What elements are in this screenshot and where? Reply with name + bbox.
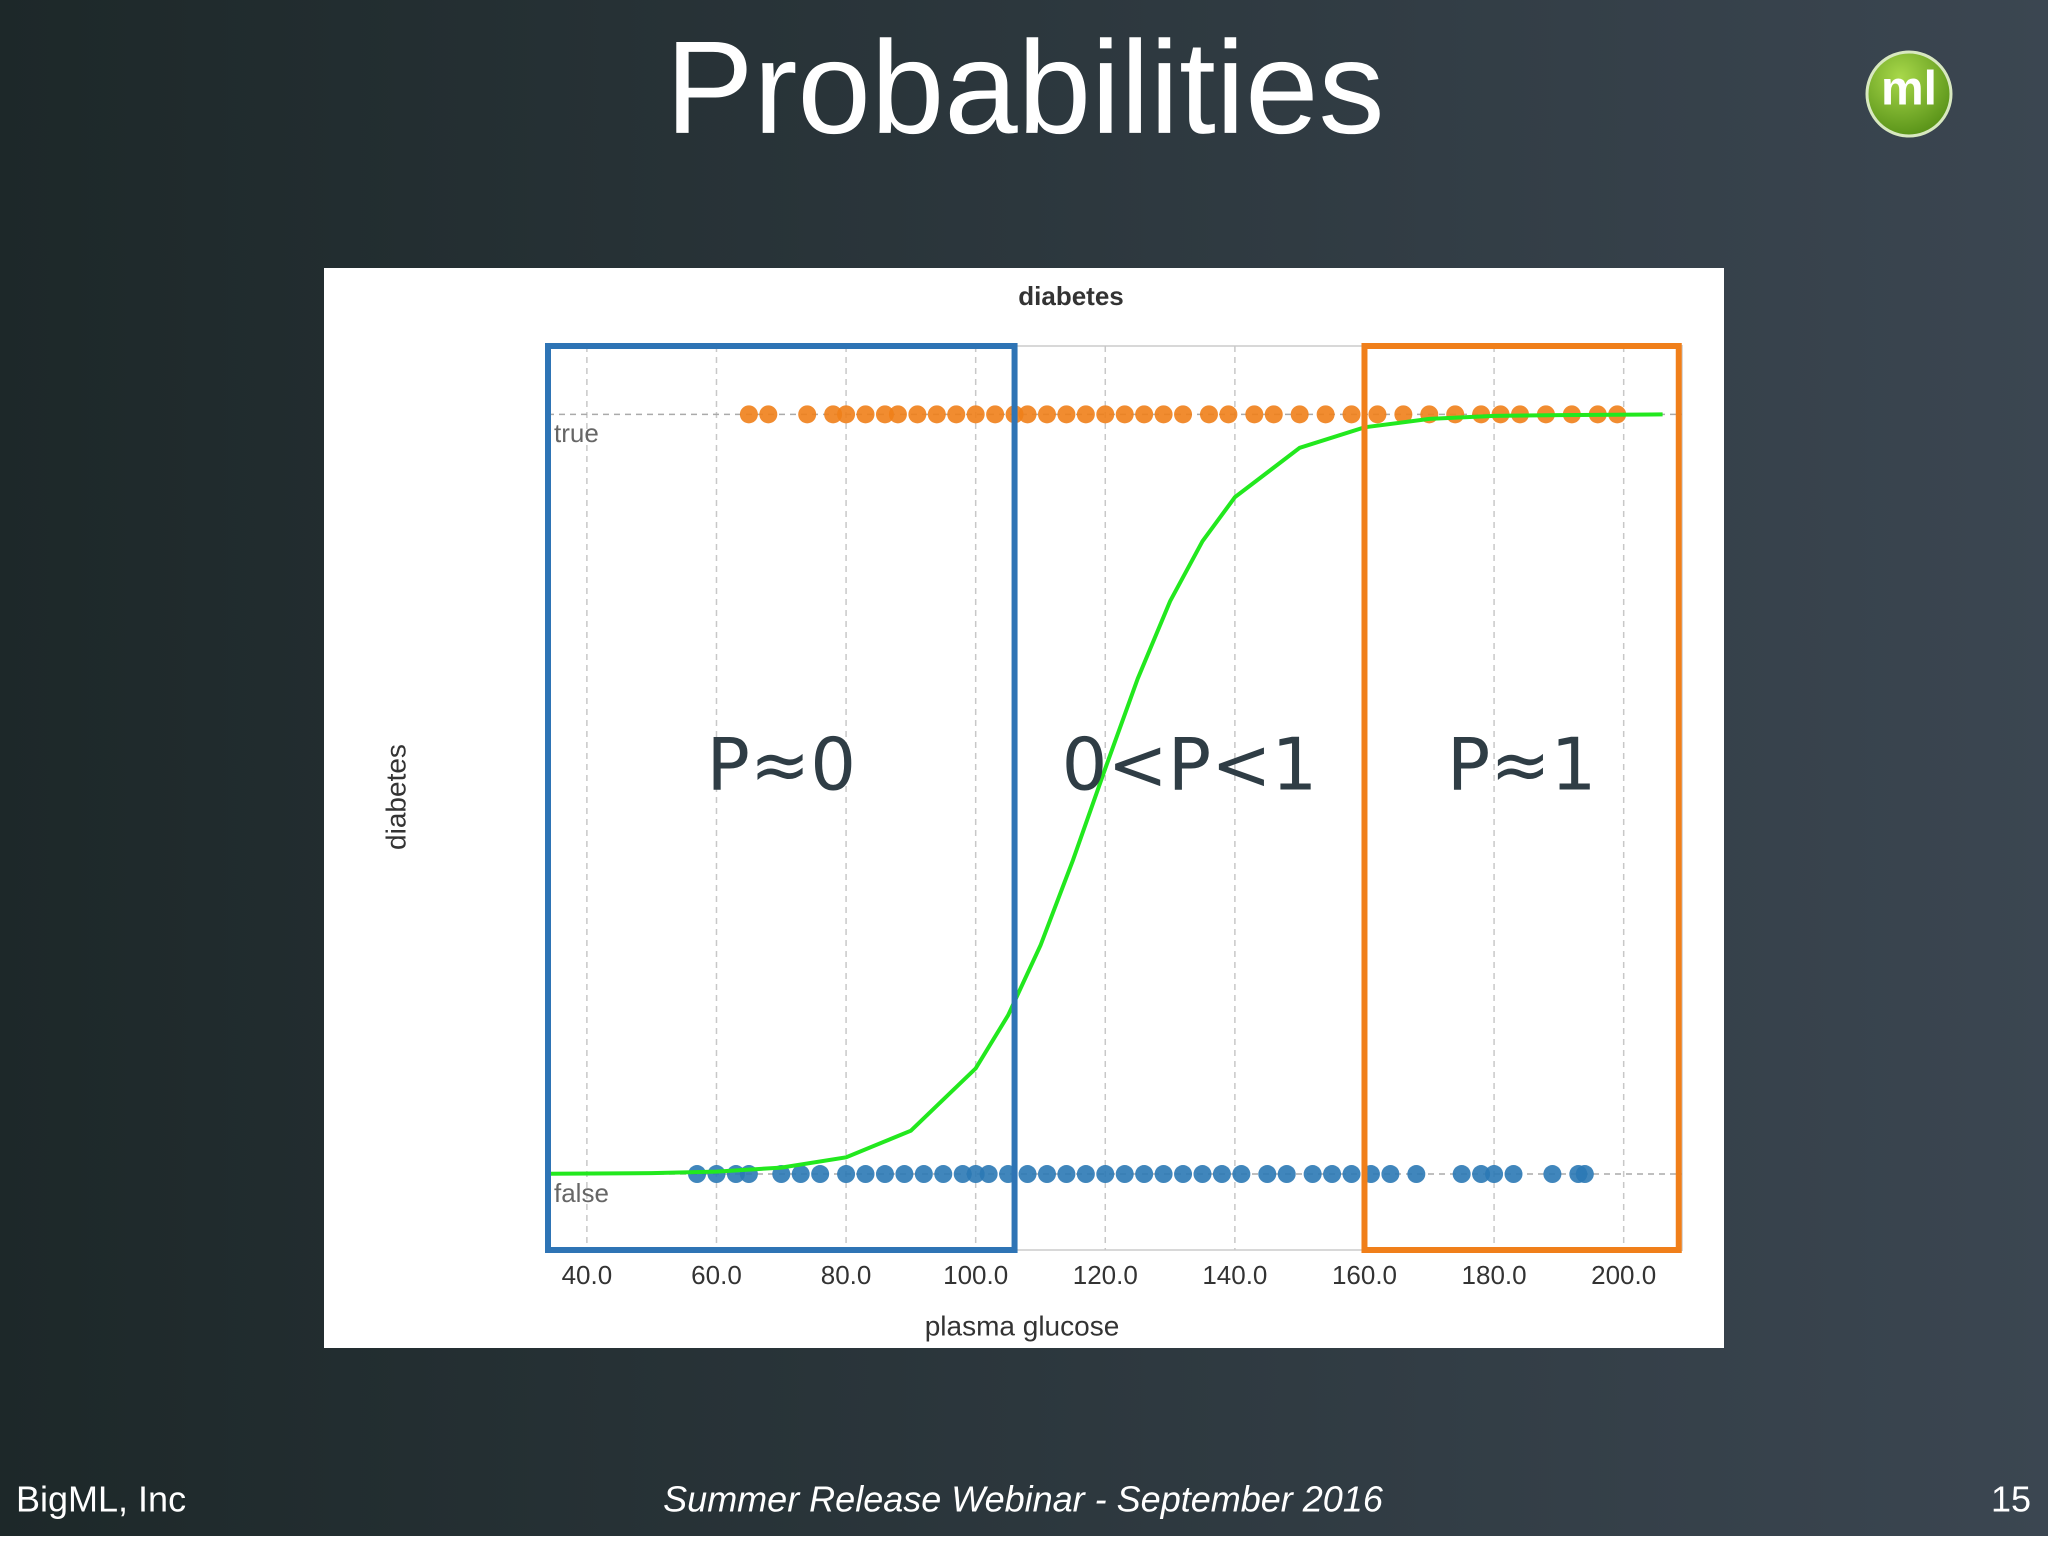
region-box: [1361, 343, 1682, 1253]
logo-text: ml: [1881, 63, 1937, 116]
data-point: [986, 405, 1005, 424]
data-point: [1057, 1165, 1076, 1184]
data-point: [856, 1165, 875, 1184]
data-point: [1219, 405, 1238, 424]
data-point: [1154, 405, 1173, 424]
data-point: [1381, 1165, 1400, 1184]
data-point: [1394, 405, 1413, 424]
y-tick-label: true: [554, 418, 599, 448]
slide-title: Probabilities: [665, 14, 1384, 161]
data-point: [759, 405, 778, 424]
x-tick-label: 60.0: [691, 1260, 742, 1290]
data-point: [1316, 405, 1335, 424]
data-point: [1303, 1165, 1322, 1184]
data-point: [1290, 405, 1309, 424]
data-point: [1342, 1165, 1361, 1184]
x-tick-label: 120.0: [1073, 1260, 1138, 1290]
x-tick-label: 180.0: [1462, 1260, 1527, 1290]
data-point: [856, 405, 875, 424]
data-point: [875, 405, 894, 424]
region-label: P≈1: [1447, 723, 1597, 807]
data-point: [1543, 1165, 1562, 1184]
data-point: [798, 405, 817, 424]
data-point: [1037, 405, 1056, 424]
data-point: [1115, 405, 1134, 424]
data-point: [875, 1165, 894, 1184]
data-point: [1174, 1165, 1193, 1184]
chart-title: diabetes: [1018, 281, 1124, 311]
data-point: [966, 1165, 985, 1184]
x-tick-label: 100.0: [943, 1260, 1008, 1290]
region-label: P≈0: [706, 723, 856, 807]
data-point: [1212, 1165, 1231, 1184]
x-axis-label: plasma glucose: [925, 1310, 1120, 1341]
data-point: [1472, 405, 1491, 424]
data-point: [979, 1165, 998, 1184]
data-point: [707, 1165, 726, 1184]
data-point: [953, 1165, 972, 1184]
footer-left: BigML, Inc: [16, 1479, 186, 1520]
data-point: [739, 405, 758, 424]
y-tick-label: false: [554, 1178, 609, 1208]
y-axis-label: diabetes: [380, 744, 411, 850]
data-point: [1485, 1165, 1504, 1184]
data-point: [1193, 1165, 1212, 1184]
data-point: [1018, 1165, 1037, 1184]
data-point: [1258, 1165, 1277, 1184]
data-point: [837, 405, 856, 424]
x-tick-label: 200.0: [1591, 1260, 1656, 1290]
data-point: [824, 405, 843, 424]
x-tick-label: 160.0: [1332, 1260, 1397, 1290]
data-point: [1135, 405, 1154, 424]
data-point: [1018, 405, 1037, 424]
logo: [1865, 50, 1953, 138]
data-point: [1096, 1165, 1115, 1184]
data-point: [1245, 405, 1264, 424]
data-point: [1446, 405, 1465, 424]
x-tick-label: 80.0: [821, 1260, 872, 1290]
x-tick-label: 140.0: [1202, 1260, 1267, 1290]
data-point: [837, 1165, 856, 1184]
data-point: [1407, 1165, 1426, 1184]
data-point: [1115, 1165, 1134, 1184]
data-point: [947, 405, 966, 424]
data-point: [1264, 405, 1283, 424]
data-point: [1174, 405, 1193, 424]
data-point: [1323, 1165, 1342, 1184]
page-number: 15: [1991, 1479, 2031, 1520]
footer-center: Summer Release Webinar - September 2016: [663, 1479, 1384, 1520]
data-point: [1472, 1165, 1491, 1184]
data-point: [888, 405, 907, 424]
data-point: [1232, 1165, 1251, 1184]
data-point: [1452, 1165, 1471, 1184]
x-tick-label: 40.0: [562, 1260, 613, 1290]
data-point: [1199, 405, 1218, 424]
data-point: [811, 1165, 830, 1184]
probability-curve: [547, 412, 1663, 1176]
data-point: [895, 1165, 914, 1184]
chart-panel: [324, 268, 1724, 1348]
data-point: [1277, 1165, 1296, 1184]
data-point: [927, 405, 946, 424]
data-point: [1575, 1165, 1594, 1184]
data-point: [966, 405, 985, 424]
data-point: [1368, 405, 1387, 424]
data-point: [1076, 1165, 1095, 1184]
data-point: [1135, 1165, 1154, 1184]
data-point: [1057, 405, 1076, 424]
data-point: [1096, 405, 1115, 424]
region-label: 0<P<1: [1062, 723, 1318, 807]
data-point: [1342, 405, 1361, 424]
data-point: [914, 1165, 933, 1184]
data-point: [934, 1165, 953, 1184]
data-point: [908, 405, 927, 424]
data-point: [1037, 1165, 1056, 1184]
data-point: [1504, 1165, 1523, 1184]
region-box: [545, 343, 1018, 1253]
data-point: [1076, 405, 1095, 424]
data-point: [1154, 1165, 1173, 1184]
data-point: [791, 1165, 810, 1184]
